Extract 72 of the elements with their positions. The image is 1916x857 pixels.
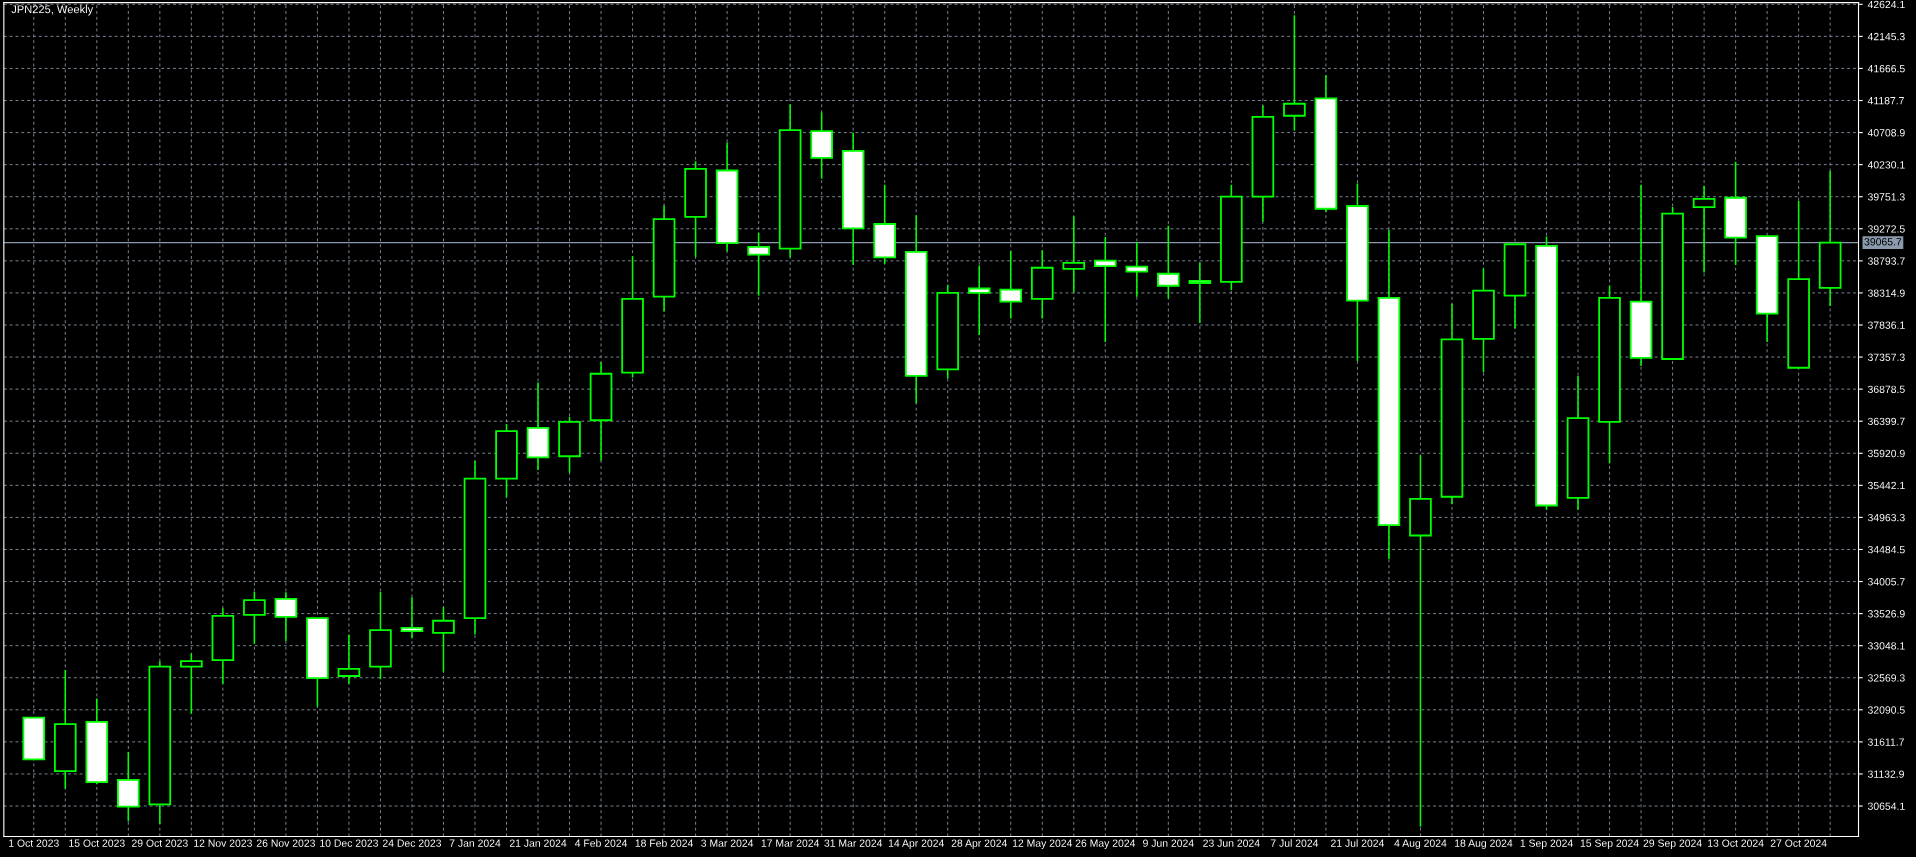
- y-tick-label: 42145.3: [1867, 32, 1905, 41]
- x-tick-label: 4 Aug 2024: [1394, 839, 1447, 849]
- x-tick-label: 15 Sep 2024: [1580, 839, 1639, 849]
- y-tick-label: 40230.1: [1867, 161, 1905, 169]
- y-tick-label: 34005.7: [1867, 578, 1905, 586]
- x-tick-label: 12 May 2024: [1012, 839, 1073, 849]
- candlestick: [243, 591, 266, 645]
- x-tick-label: 13 Oct 2024: [1708, 839, 1764, 847]
- chart-title: JPN225, Weekly: [11, 5, 94, 16]
- y-tick-label: 31611.7: [1867, 738, 1904, 746]
- x-tick-label: 1 Sep 2024: [1520, 839, 1573, 849]
- candlestick: [1188, 262, 1212, 324]
- x-tick-label: 26 Nov 2023: [256, 839, 315, 847]
- x-tick-label: 18 Aug 2024: [1455, 839, 1513, 849]
- x-tick-label: 31 Mar 2024: [824, 839, 883, 847]
- candlestick: [180, 652, 203, 715]
- y-tick-label: 35442.1: [1867, 481, 1905, 490]
- x-tick-label: 24 Dec 2023: [382, 839, 442, 847]
- x-tick-label: 18 Feb 2024: [635, 839, 694, 847]
- y-tick-label: 34963.3: [1867, 513, 1905, 522]
- x-tick-label: 29 Sep 2024: [1643, 839, 1702, 849]
- y-tick-label: 41666.5: [1867, 64, 1905, 73]
- x-tick-label: 28 Apr 2024: [951, 839, 1008, 849]
- y-tick-label: 37836.1: [1867, 321, 1905, 329]
- candlestick: [432, 606, 455, 673]
- y-tick-label: 34484.5: [1867, 545, 1905, 554]
- y-tick-label: 41187.7: [1867, 97, 1904, 105]
- y-tick-label: 30654.1: [1867, 802, 1905, 810]
- x-tick-label: 7 Jan 2024: [449, 839, 501, 847]
- candlestick: [1062, 215, 1086, 294]
- candlestick: [1093, 236, 1117, 343]
- y-tick-label: 32569.3: [1867, 674, 1905, 682]
- x-tick-label: 10 Dec 2023: [320, 839, 379, 847]
- candlestick: [337, 633, 361, 685]
- candlestick: [1283, 14, 1306, 132]
- candlestick: [400, 596, 424, 640]
- x-tick-label: 26 May 2024: [1075, 839, 1136, 849]
- candlestick: [1692, 184, 1716, 274]
- y-tick-label: 39272.5: [1867, 225, 1905, 233]
- y-tick-label: 40708.9: [1867, 129, 1905, 137]
- x-tick-label: 23 Jun 2024: [1203, 839, 1260, 847]
- x-tick-label: 21 Jul 2024: [1331, 839, 1385, 847]
- candlestick: [747, 232, 770, 297]
- y-tick-label: 37357.3: [1867, 353, 1905, 361]
- candlestick: [967, 264, 991, 336]
- x-tick-label: 17 Mar 2024: [761, 839, 820, 847]
- x-tick-label: 3 Mar 2024: [701, 839, 754, 847]
- y-tick-label: 33048.1: [1867, 642, 1905, 650]
- x-tick-label: 12 Nov 2023: [194, 839, 252, 847]
- x-tick-label: 21 Jan 2024: [509, 839, 567, 847]
- x-tick-label: 9 Jun 2024: [1143, 839, 1194, 847]
- y-tick-label: 32090.5: [1867, 706, 1905, 714]
- y-tick-label: 42624.1: [1867, 0, 1905, 9]
- y-tick-label: 33526.9: [1867, 610, 1905, 618]
- ref-line-label: 39065.7: [1864, 238, 1902, 246]
- y-tick-label: 39751.3: [1867, 193, 1905, 201]
- y-tick-label: 36878.5: [1867, 385, 1905, 393]
- candlestick: [274, 591, 298, 642]
- x-tick-label: 7 Jul 2024: [1270, 839, 1319, 847]
- x-tick-label: 14 Apr 2024: [888, 839, 944, 849]
- y-tick-label: 36399.7: [1867, 417, 1905, 426]
- x-tick-label: 29 Oct 2023: [131, 839, 188, 847]
- x-tick-label: 15 Oct 2023: [69, 839, 125, 847]
- y-tick-label: 35920.9: [1867, 449, 1905, 458]
- x-tick-label: 27 Oct 2024: [1770, 839, 1827, 847]
- y-tick-label: 38793.7: [1867, 257, 1905, 265]
- y-tick-label: 38314.9: [1867, 289, 1905, 297]
- x-tick-label: 1 Oct 2023: [9, 839, 59, 847]
- x-tick-label: 4 Feb 2024: [574, 839, 628, 847]
- y-tick-label: 31132.9: [1867, 770, 1904, 778]
- candlestick: [1157, 224, 1180, 300]
- candlestick: [999, 250, 1023, 320]
